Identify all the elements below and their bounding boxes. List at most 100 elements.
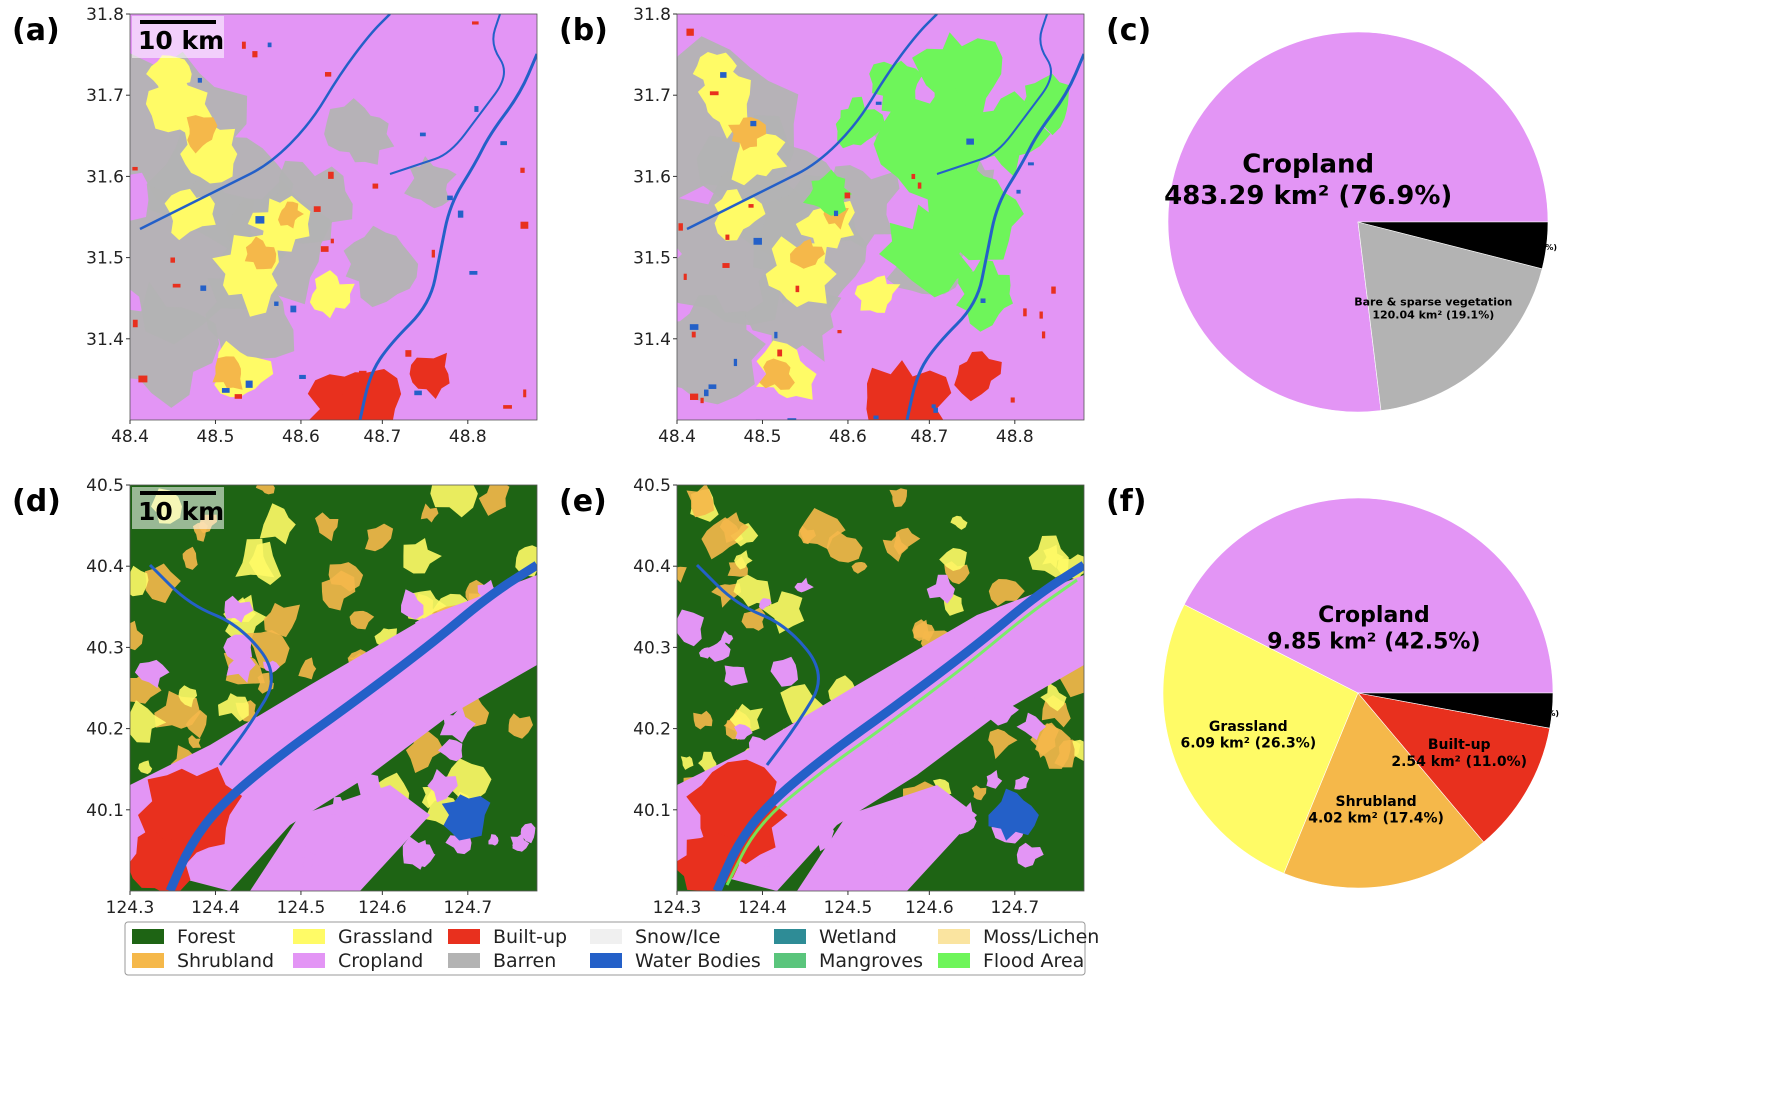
river [686, 14, 938, 231]
shrubland-patch [420, 503, 439, 523]
small-patch [172, 283, 181, 288]
small-patch [750, 120, 757, 127]
legend-swatch [938, 929, 970, 944]
shrubland-patch [799, 508, 846, 550]
panel-label: (c) [1106, 13, 1151, 48]
small-patch [917, 182, 922, 189]
shrubland-patch [138, 760, 153, 775]
shrubland-patch [693, 710, 713, 730]
small-patch [520, 167, 525, 173]
shrubland-patch [1028, 535, 1069, 578]
land-cover-map [130, 485, 537, 891]
barren-patch [404, 156, 457, 209]
cropland-patch [269, 719, 292, 739]
shrubland-patch [1072, 739, 1084, 762]
small-patch [358, 370, 367, 379]
y-tick-label: 31.6 [633, 167, 671, 187]
shrubland-patch [130, 565, 149, 597]
shrubland-patch [315, 512, 339, 542]
shrubland-patch [245, 630, 290, 672]
cropland-patch [407, 840, 436, 868]
panel-label: (e) [559, 484, 607, 519]
shrubland-patch [130, 700, 167, 743]
small-patch [1023, 308, 1027, 317]
small-patch [342, 394, 351, 399]
pie-slice-others [1357, 692, 1554, 729]
small-patch [320, 246, 329, 252]
small-patch [414, 390, 422, 396]
small-patch [313, 206, 321, 212]
cropland-valley [250, 785, 430, 891]
y-tick-label: 40.4 [86, 557, 124, 577]
cropland-patch [911, 836, 925, 852]
small-patch [777, 349, 783, 357]
built-up-area [866, 360, 952, 420]
x-tick-label: 124.7 [443, 898, 492, 918]
pie-slice-grassland [1162, 604, 1359, 874]
y-tick-label: 40.5 [86, 476, 124, 496]
small-patch [457, 210, 464, 218]
small-patch [405, 350, 412, 357]
map-frame [129, 484, 538, 892]
y-tick-label: 31.5 [86, 249, 124, 269]
pie-value-label: 4.02 km² (17.4%) [1308, 811, 1444, 827]
cropland-patch [401, 589, 424, 620]
shrubland-patch [988, 579, 1025, 607]
barren-patch [677, 295, 766, 405]
cropland-patch [302, 856, 314, 868]
land-cover-map [677, 485, 1084, 891]
x-tick-label: 124.7 [990, 898, 1039, 918]
small-patch [755, 419, 760, 420]
y-tick-label: 31.4 [86, 330, 124, 350]
flood-area-patch [1017, 73, 1070, 136]
shrubland-patch [430, 485, 478, 518]
small-patch [234, 394, 242, 399]
small-patch [980, 298, 986, 303]
legend-swatch [938, 953, 970, 968]
x-tick-label: 48.5 [744, 427, 782, 447]
pie-label: Cropland [1318, 603, 1430, 628]
river [905, 53, 1084, 420]
legend-frame [124, 921, 1086, 976]
cropland-patch [677, 609, 704, 647]
x-tick-label: 48.6 [829, 427, 867, 447]
x-tick-label: 48.6 [282, 427, 320, 447]
pie-label: Shrubland [1336, 794, 1417, 810]
cropland-patch [224, 595, 254, 623]
small-patch [1051, 286, 1056, 294]
small-patch [503, 405, 512, 409]
barren-patch [130, 281, 220, 408]
shrubland-patch [913, 619, 931, 642]
cropland-patch [1016, 842, 1044, 868]
small-patch [748, 204, 754, 208]
river [165, 561, 537, 891]
small-patch [447, 195, 453, 201]
shrubland-patch [144, 563, 181, 604]
flood-area-patch [912, 32, 1003, 118]
small-patch [138, 375, 148, 383]
x-tick-label: 124.5 [824, 898, 873, 918]
shrubland-patch [186, 115, 218, 154]
small-patch [1041, 331, 1046, 339]
built-up-area [307, 369, 402, 420]
shrubland-patch [365, 523, 394, 552]
legend-swatch [132, 953, 164, 968]
shrubland-patch [686, 485, 714, 518]
x-tick-label: 48.4 [658, 427, 696, 447]
cropland-patch [873, 859, 895, 878]
shrubland-patch [988, 728, 1018, 760]
land-cover-map [130, 14, 537, 420]
cropland-patch [438, 739, 463, 762]
cropland-patch [988, 696, 1019, 726]
small-patch [844, 192, 851, 199]
shrubland-patch [761, 591, 805, 634]
pie-slice-cropland [1183, 497, 1554, 694]
cropland-patch [724, 665, 748, 686]
land-cover-map [677, 14, 1084, 420]
shrubland-patch [950, 515, 968, 530]
small-patch [795, 285, 800, 293]
cropland-patch [759, 598, 772, 610]
small-patch [774, 331, 778, 339]
small-patch [197, 77, 202, 83]
